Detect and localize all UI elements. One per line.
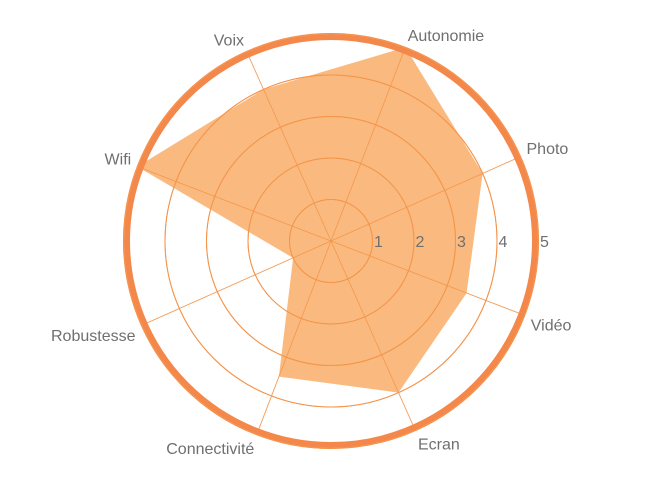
axis-label-7: Voix [214,33,244,50]
spoke-overlay-6 [140,167,332,242]
spoke-overlay-1 [330,157,518,242]
spoke-overlay-2 [330,240,522,315]
outer-ring [124,34,538,448]
grid-circle-overlay-3 [206,116,456,366]
grid-circle-overlay-5 [123,33,539,449]
tick-label-5: 5 [540,234,549,251]
tick-label-3: 3 [457,234,466,251]
axis-label-5: Robustesse [51,328,136,345]
spoke-overlay-5 [144,240,332,325]
tick-label-4: 4 [499,234,508,251]
series-polygon [137,47,483,393]
tick-label-2: 2 [416,234,425,251]
grid-circle-overlay-1 [289,199,373,283]
spoke-overlay-0 [330,50,405,242]
axis-label-1: Photo [527,141,569,158]
axis-labels: Autonomie Photo Vidéo Ecran Connectivité Robu… [51,28,572,458]
axis-label-2: Vidéo [531,318,572,335]
axis-label-3: Ecran [418,437,460,454]
axis-label-4: Connectivité [166,441,254,458]
radar-series [123,33,539,449]
spoke-overlay-3 [330,240,415,428]
axis-label-6: Wifi [105,151,132,168]
spoke-overlay-4 [257,240,332,432]
spoke-overlay-7 [247,54,332,242]
grid-circle-overlay-4 [164,74,498,408]
tick-label-1: 1 [374,234,383,251]
radial-tick-labels: 1 2 3 4 5 [374,234,549,251]
grid-circle-overlay-2 [247,157,415,325]
axis-label-0: Autonomie [408,28,485,45]
